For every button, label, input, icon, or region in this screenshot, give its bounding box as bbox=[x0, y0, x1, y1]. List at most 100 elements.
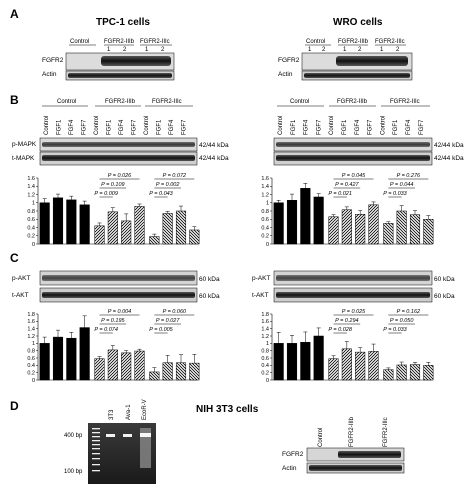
lane-label: Control bbox=[144, 116, 150, 135]
gel-400bp: 400 bp bbox=[64, 433, 83, 439]
b-left-group-iiic: FGFR2-IIIc bbox=[152, 99, 182, 105]
bar bbox=[273, 202, 284, 245]
a-wro-lane-2: 2 bbox=[322, 47, 326, 53]
lane-label: FGF4 bbox=[304, 119, 310, 135]
bar bbox=[94, 358, 105, 381]
lane-label: FGF1 bbox=[107, 119, 113, 135]
c-left-pakt-kda: 60 kDa bbox=[199, 276, 220, 283]
bar bbox=[383, 223, 394, 245]
bar bbox=[134, 206, 145, 245]
p-value-label: P = 0.060 bbox=[163, 309, 187, 315]
lane-label: FGF1 bbox=[393, 119, 399, 135]
bar bbox=[355, 214, 366, 245]
d-fgfr2-label: FGFR2 bbox=[282, 451, 304, 458]
d-lane-iiib: FGFR2-IIIb bbox=[349, 416, 355, 447]
gel-band-ava1 bbox=[123, 434, 132, 437]
b-left-pmapk-label: p-MAPK bbox=[12, 141, 37, 148]
y-tick-label: 1.4 bbox=[261, 326, 269, 332]
p-value-label: P = 0.005 bbox=[149, 327, 173, 333]
lane-label: FGF4 bbox=[119, 119, 125, 135]
lane-label: FGF4 bbox=[406, 119, 412, 135]
a-tpc-lane-4: 2 bbox=[161, 47, 165, 53]
a-wro-actin-label: Actin bbox=[278, 71, 293, 78]
y-tick-label: 1.2 bbox=[27, 334, 35, 340]
p-value-label: P = 0.004 bbox=[108, 309, 132, 315]
p-value-label: P = 0.009 bbox=[94, 191, 118, 197]
y-tick-label: 0.6 bbox=[261, 356, 269, 362]
panel-a-letter: A bbox=[10, 7, 19, 21]
b-left-pmapk-kda: 42/44 kDa bbox=[199, 142, 229, 149]
bar bbox=[300, 188, 311, 245]
b-right-tmapk-kda: 42/44 kDa bbox=[434, 155, 464, 162]
p-value-label: P = 0.033 bbox=[383, 327, 407, 333]
y-tick-label: 0.2 bbox=[27, 370, 35, 376]
bar bbox=[341, 348, 352, 381]
b-left-tmapk-band bbox=[42, 155, 195, 161]
bar bbox=[162, 213, 173, 245]
a-wro-fgfr2-label: FGFR2 bbox=[278, 57, 300, 64]
bar bbox=[383, 369, 394, 381]
lane-label: FGF1 bbox=[291, 119, 297, 135]
bar bbox=[368, 204, 379, 245]
y-tick-label: 1 bbox=[266, 341, 269, 347]
lane-label: FGF7 bbox=[182, 119, 188, 135]
y-tick-label: 1.6 bbox=[27, 176, 35, 182]
c-right-pakt-band bbox=[276, 275, 430, 281]
p-value-label: P = 0.050 bbox=[390, 318, 414, 324]
bar bbox=[149, 236, 160, 245]
y-tick-label: 1.2 bbox=[27, 192, 35, 198]
p-value-label: P = 0.033 bbox=[383, 191, 407, 197]
gel-band-ecorv bbox=[140, 433, 151, 437]
d-fgfr2-band bbox=[338, 451, 401, 458]
y-tick-label: 1.6 bbox=[27, 319, 35, 325]
c-right-pakt-label: p-AKT bbox=[252, 275, 270, 282]
p-value-label: P = 0.045 bbox=[342, 173, 366, 179]
y-tick-label: 0 bbox=[32, 378, 35, 384]
bar bbox=[66, 337, 77, 381]
gel-band-3t3 bbox=[106, 434, 115, 437]
bar bbox=[396, 364, 407, 381]
c-left-takt-kda: 60 kDa bbox=[199, 293, 220, 300]
p-value-label: P = 0.028 bbox=[328, 327, 352, 333]
c-left-takt-band bbox=[42, 292, 195, 298]
c-right-pakt-kda: 60 kDa bbox=[434, 276, 455, 283]
a-wro-iiic: FGFR2-IIIc bbox=[375, 39, 405, 45]
gel-ladder bbox=[92, 428, 100, 472]
bar bbox=[52, 336, 64, 381]
y-tick-label: 0 bbox=[266, 242, 269, 248]
p-value-label: P = 0.027 bbox=[156, 318, 180, 324]
p-value-label: P = 0.276 bbox=[397, 173, 421, 179]
p-value-label: P = 0.294 bbox=[335, 318, 359, 324]
b-right-pmapk-band bbox=[276, 142, 430, 147]
tpc-title: TPC-1 cells bbox=[96, 17, 150, 28]
b-right-lane-header: Control FGFR2-IIIb FGFR2-IIIc Control FGF… bbox=[277, 99, 430, 135]
a-tpc-actin-band bbox=[68, 73, 172, 78]
bar bbox=[355, 351, 366, 381]
y-tick-label: 1.2 bbox=[261, 334, 269, 340]
a-wro-fgfr2-band bbox=[336, 56, 408, 66]
bar bbox=[286, 343, 298, 381]
a-wro-lane-3: 1 bbox=[343, 47, 347, 53]
c-right-takt-kda: 60 kDa bbox=[434, 293, 455, 300]
b-right-bar-chart: 0 0.2 0.4 0.6 0.8 1 1.2 1.4 1.6 P = 0.045 P = 0.42… bbox=[261, 173, 434, 248]
gel-smear-ecorv bbox=[140, 428, 151, 468]
b-left-group-iiib: FGFR2-IIIb bbox=[105, 99, 136, 105]
panel-c-letter: C bbox=[10, 251, 19, 265]
y-tick-label: 1.4 bbox=[261, 184, 269, 190]
bar bbox=[300, 341, 311, 381]
p-value-label: P = 0.026 bbox=[108, 173, 132, 179]
y-tick-label: 1.4 bbox=[27, 184, 35, 190]
gel-lane-ava1: Ava-1 bbox=[126, 404, 132, 420]
y-tick-label: 0.8 bbox=[261, 348, 269, 354]
b-left-bar-chart: 0 0.2 0.4 0.6 0.8 1 1.2 1.4 1.6 P = 0.026 P = 0.10… bbox=[27, 173, 200, 248]
y-tick-label: 0.6 bbox=[27, 356, 35, 362]
a-wro-lane-5: 1 bbox=[380, 47, 384, 53]
a-wro-actin-band bbox=[304, 73, 410, 78]
bar bbox=[79, 204, 90, 245]
y-tick-label: 0.4 bbox=[261, 225, 269, 231]
a-wro-iiib: FGFR2-IIIb bbox=[338, 39, 369, 45]
y-tick-label: 0.4 bbox=[27, 363, 35, 369]
lane-label: FGF4 bbox=[355, 119, 361, 135]
b-right-tmapk-band bbox=[276, 155, 430, 161]
